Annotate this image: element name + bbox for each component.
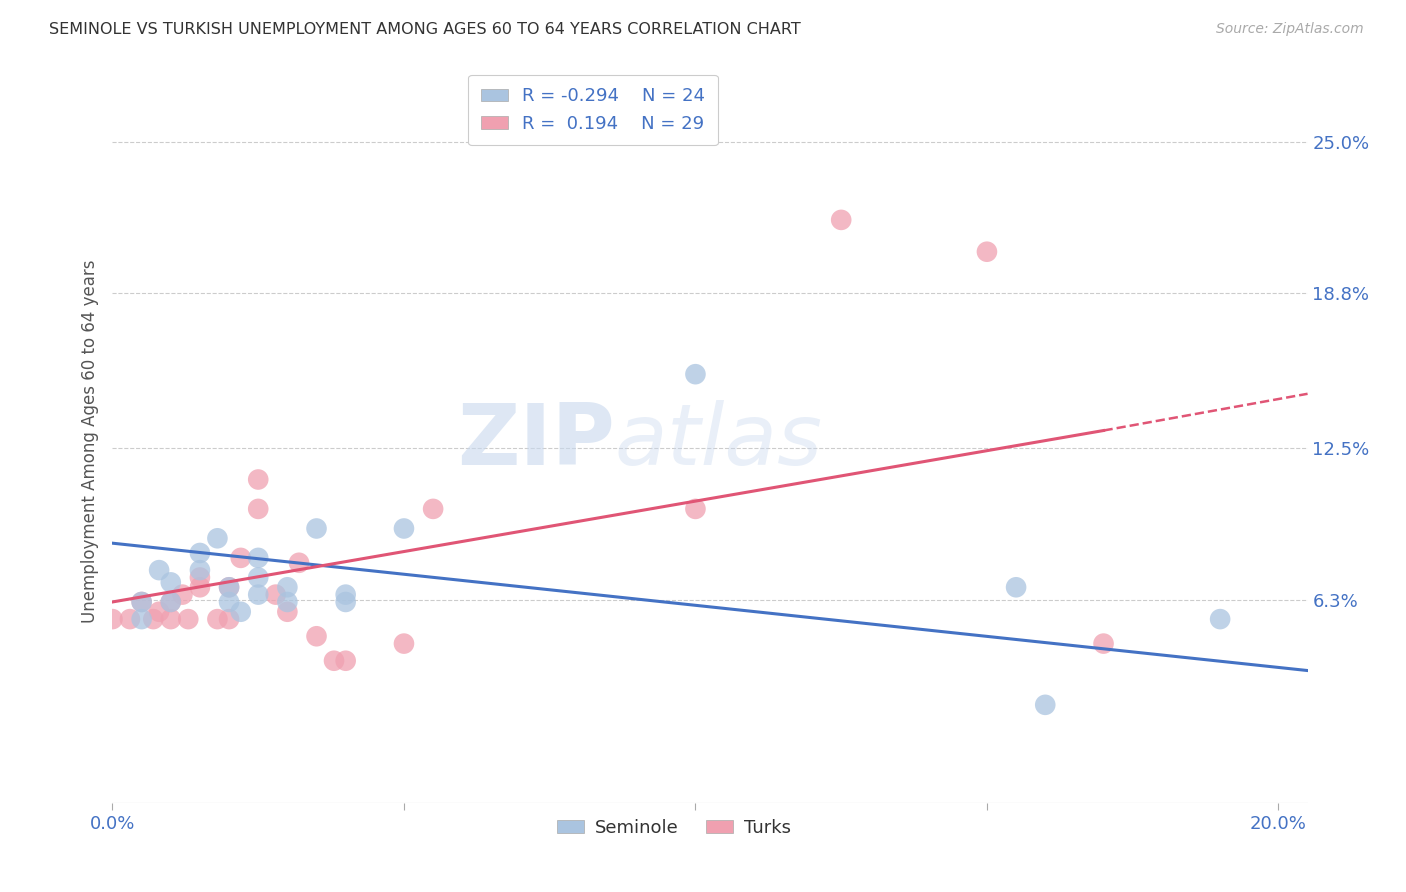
Point (177, 612, 200, 626)
Point (264, 588, 287, 602)
Point (276, 605, 298, 619)
Point (247, 473, 270, 487)
Point (188, 570, 211, 584)
Point (229, 550, 252, 565)
Point (1209, 612, 1232, 626)
Point (392, 521, 415, 535)
Point (247, 588, 270, 602)
Point (159, 595, 181, 609)
Point (422, 502, 444, 516)
Point (131, 612, 153, 626)
Point (685, 367, 707, 381)
Point (1005, 580, 1028, 594)
Point (392, 637, 415, 651)
Point (172, 588, 194, 602)
Point (229, 605, 252, 619)
Point (288, 556, 311, 570)
Text: SEMINOLE VS TURKISH UNEMPLOYMENT AMONG AGES 60 TO 64 YEARS CORRELATION CHART: SEMINOLE VS TURKISH UNEMPLOYMENT AMONG A… (49, 22, 801, 37)
Point (207, 531, 229, 545)
Point (218, 580, 240, 594)
Point (335, 588, 357, 602)
Point (142, 612, 165, 626)
Point (118, 612, 141, 626)
Point (976, 244, 998, 259)
Point (131, 595, 153, 609)
Point (1033, 698, 1056, 712)
Point (276, 595, 298, 609)
Point (207, 612, 229, 626)
Point (131, 595, 153, 609)
Text: atlas: atlas (614, 400, 823, 483)
Legend: Seminole, Turks: Seminole, Turks (550, 812, 799, 845)
Point (188, 580, 211, 594)
Point (218, 595, 240, 609)
Point (159, 595, 181, 609)
Point (335, 595, 357, 609)
Point (159, 612, 181, 626)
Text: ZIP: ZIP (457, 400, 614, 483)
Point (247, 570, 270, 584)
Point (830, 213, 852, 227)
Text: Source: ZipAtlas.com: Source: ZipAtlas.com (1216, 22, 1364, 37)
Point (305, 629, 328, 643)
Point (218, 612, 240, 626)
Point (276, 580, 298, 594)
Point (247, 502, 270, 516)
Point (685, 502, 707, 516)
Point (159, 575, 181, 590)
Point (148, 563, 170, 577)
Point (188, 546, 211, 560)
Point (247, 550, 270, 565)
Point (1092, 637, 1115, 651)
Point (335, 654, 357, 668)
Y-axis label: Unemployment Among Ages 60 to 64 years: Unemployment Among Ages 60 to 64 years (80, 260, 98, 624)
Point (323, 654, 346, 668)
Point (218, 580, 240, 594)
Point (188, 563, 211, 577)
Point (148, 605, 170, 619)
Point (305, 521, 328, 535)
Point (101, 612, 124, 626)
